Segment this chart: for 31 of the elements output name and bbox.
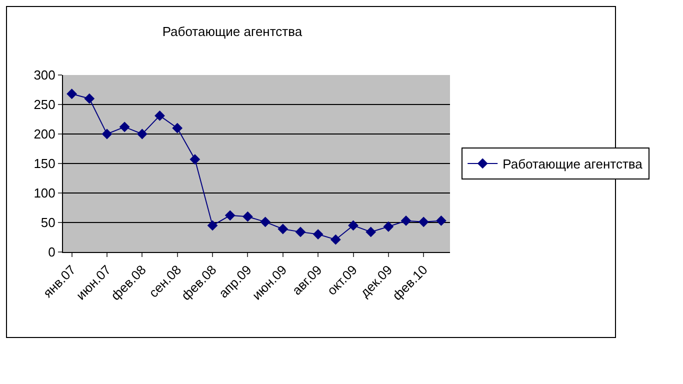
y-tick-label: 50 <box>40 215 56 230</box>
y-tick-label: 150 <box>34 156 56 172</box>
point <box>366 226 376 238</box>
point <box>102 128 112 140</box>
chart-title: Работающие агентства <box>162 24 303 39</box>
y-tick-label: 250 <box>34 97 56 112</box>
point <box>278 224 288 234</box>
point <box>260 216 270 228</box>
point <box>172 122 183 134</box>
point <box>295 226 306 238</box>
point <box>436 216 446 226</box>
point <box>330 234 341 245</box>
y-tick-label: 0 <box>48 244 56 260</box>
point <box>348 220 358 231</box>
point <box>84 93 95 104</box>
legend-label: Работающие агентства <box>502 156 644 172</box>
point <box>207 220 218 231</box>
y-tick-label: 100 <box>34 186 56 201</box>
y-tick-label: 200 <box>34 126 56 142</box>
y-tick-label: 300 <box>34 68 56 83</box>
point <box>418 216 429 228</box>
point <box>383 221 394 232</box>
point <box>136 128 148 140</box>
point <box>66 88 77 100</box>
point <box>224 210 236 221</box>
point <box>119 122 130 132</box>
point <box>400 216 412 226</box>
point <box>154 110 165 121</box>
point <box>190 154 200 165</box>
point <box>242 211 253 222</box>
point <box>312 229 324 240</box>
